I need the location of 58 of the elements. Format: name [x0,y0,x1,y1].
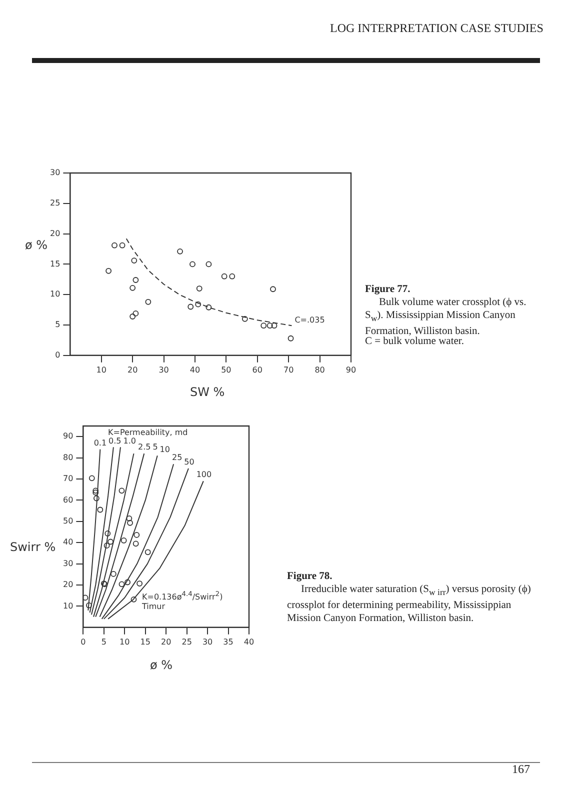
y-axis-title: Swirr % [10,540,56,554]
x-tick-label: 20 [127,365,138,374]
y-tick-label: 20 [62,580,74,590]
series-label: C=.035 [294,316,325,325]
annotation: K=Permeability, md [108,428,188,437]
y-tick-label: 10 [62,601,74,610]
series-label: 0.1 [94,438,107,448]
y-tick-label: 30 [62,558,74,568]
x-tick-label: 30 [158,365,169,374]
series-label: 2.5 [138,442,151,452]
x-axis-title: ø % [150,658,173,672]
caption: Figure 78. [287,570,334,583]
x-tick-label: 10 [96,365,106,374]
series-label: 50 [184,457,194,466]
series-label: 100 [196,470,212,480]
y-tick-label: 20 [50,228,60,238]
y-tick-label: 70 [62,474,74,484]
series-label: 10 [160,444,170,454]
y-tick-label: 60 [62,495,74,504]
x-tick-label: 20 [160,637,172,646]
y-tick-label: 80 [62,452,74,462]
x-tick-label: 50 [221,365,232,374]
y-tick-label: 15 [50,259,60,268]
y-tick-label: 5 [55,320,60,330]
text: C = bulk volume water. [365,336,464,348]
annotation: K=0.136ø$^{4.4}$/Swirr$^{2}$) [142,590,223,602]
series-label: 0.5 [108,436,122,446]
x-tick-label: 70 [284,365,294,374]
x-tick-label: 40 [190,365,200,374]
text: LOG INTERPRETATION CASE STUDIES [330,21,544,35]
x-tick-label: 90 [346,365,356,374]
x-tick-label: 40 [244,637,254,646]
x-tick-label: 25 [182,637,192,646]
text: Irreducible water saturation (S$_{w irr}$) versus porosity (ϕ) crossplot for determining permeability, Mississippian Mission Canyon Formation, Williston basin. [287,583,532,626]
text: Bulk volume water crossplot (ϕ vs. S$_{w}$). Mississippian Mission Canyon Formation, Williston basin. [365,296,528,338]
x-tick-label: 80 [314,365,325,374]
caption: Figure 77. [365,283,412,296]
x-tick-label: 15 [140,637,150,646]
x-tick-label: 0 [80,637,86,646]
x-tick-label: 30 [202,637,213,646]
y-tick-label: 25 [50,198,60,208]
annotation: Timur [142,602,166,611]
x-tick-label: 10 [120,637,130,646]
series-label: 1.0 [123,436,136,446]
y-tick-label: 50 [62,516,74,526]
series-label: 5 [152,442,158,452]
x-tick-label: 60 [252,365,262,374]
text: 167 [512,762,530,776]
y-tick-label: 10 [50,290,60,299]
series-label: 25 [172,453,182,462]
x-tick-label: 35 [223,637,234,646]
y-tick-label: 40 [62,538,74,547]
y-tick-label: 0 [55,350,60,360]
y-tick-label: 30 [50,168,60,178]
y-tick-label: 90 [62,432,74,441]
x-tick-label: 5 [101,637,106,646]
y-axis-title: ø % [25,238,48,252]
x-axis-title: SW % [190,385,225,399]
